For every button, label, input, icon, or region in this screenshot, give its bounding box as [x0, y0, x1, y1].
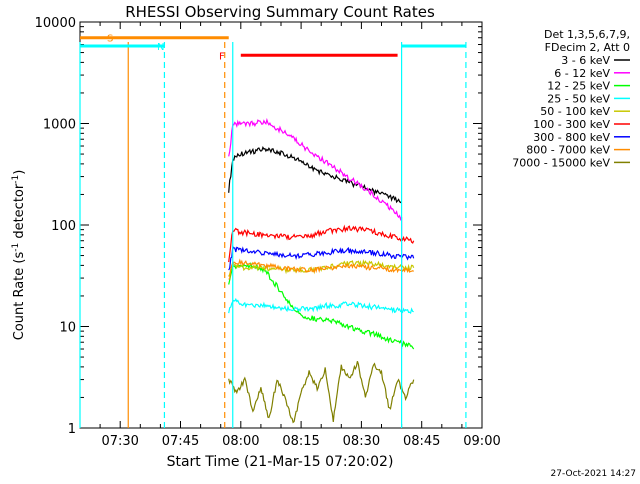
series-line	[228, 224, 415, 263]
legend: Det 1,3,5,6,7,9,FDecim 2, Att 03 - 6 keV…	[512, 28, 630, 169]
x-tick-label: 08:30	[343, 434, 380, 449]
y-axis-label-end: )	[12, 170, 27, 175]
x-tick-label: 08:45	[403, 434, 440, 449]
y-axis-label: Count Rate (s-1 detector-1)	[11, 170, 27, 341]
series-line	[228, 262, 415, 350]
y-axis-label-sup2: -1	[11, 175, 21, 184]
series-line	[228, 361, 415, 424]
flare-bar-label: F	[219, 51, 225, 62]
plot-area: 07:30 07:45 08:00 08:15 08:30 08:45 09:00 1 10 10…	[35, 16, 501, 449]
x-tick-label: 08:00	[222, 434, 259, 449]
y-tick-label: 1000	[43, 118, 76, 133]
y-axis-label-sup1: -1	[11, 243, 21, 252]
legend-label: 3 - 6 keV	[561, 54, 610, 67]
legend-header: Det 1,3,5,6,7,9,	[544, 28, 630, 41]
series-line	[228, 244, 415, 271]
night-bar-label: N	[157, 42, 164, 53]
x-axis-label: Start Time (21-Mar-15 07:20:02)	[167, 454, 394, 470]
y-tick-label: 10000	[35, 16, 76, 31]
timestamp-footer: 27-Oct-2021 14:27	[551, 469, 636, 479]
legend-label: 25 - 50 keV	[547, 92, 610, 105]
legend-header: FDecim 2, Att 0	[545, 41, 630, 54]
x-tick-label: 09:00	[463, 434, 500, 449]
series-line	[228, 145, 403, 204]
series-line	[228, 117, 403, 349]
y-axis-label-mid: detector	[12, 183, 27, 243]
y-tick-label: 1	[68, 422, 76, 437]
series-line	[228, 258, 414, 280]
x-tick-label: 07:45	[162, 434, 199, 449]
chart-title: RHESSI Observing Summary Count Rates	[125, 3, 435, 21]
legend-label: 12 - 25 keV	[547, 80, 610, 93]
plot-frame	[79, 21, 483, 429]
sun-bar-label: S	[107, 34, 113, 45]
y-tick-label: 100	[51, 219, 76, 234]
y-axis-label-main: Count Rate (s	[12, 252, 27, 341]
x-tick-label: 07:30	[101, 434, 138, 449]
annotation-layer: S N F	[79, 34, 467, 428]
legend-label: 7000 - 15000 keV	[512, 156, 610, 169]
legend-label: 50 - 100 keV	[540, 105, 610, 118]
x-tick-label: 08:15	[282, 434, 319, 449]
legend-label: 100 - 300 keV	[533, 118, 610, 131]
series-line	[228, 297, 414, 314]
y-tick-label: 10	[59, 321, 76, 336]
legend-label: 300 - 800 keV	[533, 131, 610, 144]
legend-label: 800 - 7000 keV	[526, 144, 610, 157]
legend-label: 6 - 12 keV	[554, 67, 610, 80]
